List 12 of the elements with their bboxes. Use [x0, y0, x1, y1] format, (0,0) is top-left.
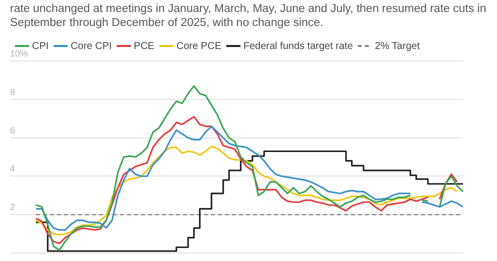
- legend-label: Core PCE: [176, 40, 222, 52]
- y-tick-label: 8: [10, 86, 16, 97]
- chart-subtitle: rate unchanged at meetings in January, March, May, June and July, then resumed rate cuts in September through December of 2025, with no change since.: [9, 2, 488, 31]
- legend-label: Federal funds target rate: [243, 40, 354, 52]
- y-tick-label: 6: [10, 125, 16, 136]
- y-tick-label: 4: [10, 164, 16, 174]
- legend-label: 2% Target: [374, 40, 420, 52]
- y-tick-label: 10%: [10, 48, 28, 58]
- legend-label: Core CPI: [70, 40, 112, 52]
- legend-label: PCE: [134, 40, 155, 52]
- legend-label: CPI: [32, 40, 49, 52]
- y-tick-label: 2: [10, 202, 16, 212]
